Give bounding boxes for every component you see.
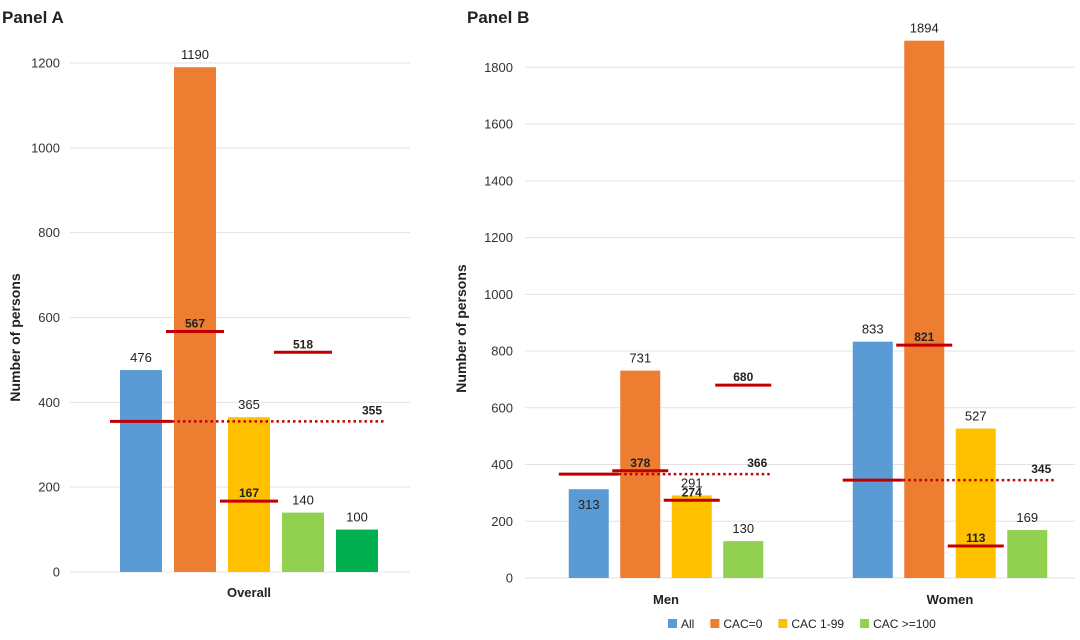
bar-cac-100-overall- [336,529,378,572]
legend-swatch [710,619,720,628]
bar-all [568,489,609,578]
legend-label: All [681,617,694,631]
bar-cac-0 [904,40,945,579]
median-label: 113 [966,531,986,545]
y-tick-label: 1400 [484,173,513,188]
data-label: 169 [1016,510,1038,525]
median-label: 821 [914,330,934,344]
bar-all [120,370,162,572]
bar-cac-100 [723,541,764,578]
y-axis-label: Number of persons [453,264,469,393]
median-label: 167 [239,486,259,500]
legend-swatch [860,619,870,628]
data-label: 731 [629,351,651,366]
legend-swatch [668,619,677,628]
y-tick-label: 1600 [484,117,513,132]
panel-title: Panel A [2,8,64,27]
data-label: 1894 [910,21,939,36]
data-label: 130 [732,521,754,536]
bar-cac-1-99 [671,495,712,578]
data-label: 1190 [181,47,209,62]
y-tick-label: 400 [491,457,513,472]
y-tick-label: 1200 [31,56,60,71]
data-label: 476 [130,350,152,365]
bar-cac-1-99 [228,417,270,572]
bar-cac-0 [174,67,216,572]
bar-cac-100 [1007,530,1048,578]
median-label: 680 [733,370,753,384]
median-label: 355 [362,403,382,417]
legend-label: CAC=0 [723,617,762,631]
bar-all [852,341,893,578]
data-label: 833 [862,322,884,337]
legend-label: CAC 1-99 [791,617,844,631]
category-label: Women [927,592,974,607]
data-label: 100 [346,510,368,525]
legend: All CAC=0 CAC 1-99 CAC >=100 [668,617,936,631]
category-label: Men [653,592,679,607]
panel-b: Panel B Number of persons 0 200 400 600 800 100… [453,8,1075,607]
y-axis-label: Number of persons [7,273,23,402]
y-tick-label: 200 [38,480,60,495]
median-label: 345 [1031,462,1051,476]
panel-a: Panel A Number of persons 0 200 400 600 800 100… [2,8,410,600]
bar-cac-1-99 [955,428,996,578]
data-label: 291 [681,475,703,490]
bar-cac-100 [282,512,324,572]
legend-label: CAC >=100 [873,617,936,631]
category-label: Overall [227,585,271,600]
data-label: 527 [965,408,987,423]
y-tick-label: 800 [38,225,60,240]
y-tick-label: 1000 [484,287,513,302]
median-label: 366 [747,456,767,470]
median-label: 567 [185,316,205,330]
y-tick-label: 1000 [31,140,60,155]
y-tick-label: 600 [491,400,513,415]
y-tick-label: 600 [38,310,60,325]
panel-title: Panel B [467,8,529,27]
legend-swatch [778,619,788,628]
data-label: 140 [292,493,314,508]
y-tick-label: 1200 [484,230,513,245]
median-label: 378 [630,456,650,470]
y-tick-label: 0 [506,571,513,586]
data-label: 365 [238,397,260,412]
y-tick-label: 1800 [484,60,513,75]
y-tick-label: 800 [491,344,513,359]
median-label: 274 [682,485,702,499]
y-tick-label: 200 [491,514,513,529]
median-label: 518 [293,337,313,351]
y-tick-label: 0 [53,565,60,580]
y-tick-label: 400 [38,395,60,410]
data-label: 313 [578,497,600,512]
